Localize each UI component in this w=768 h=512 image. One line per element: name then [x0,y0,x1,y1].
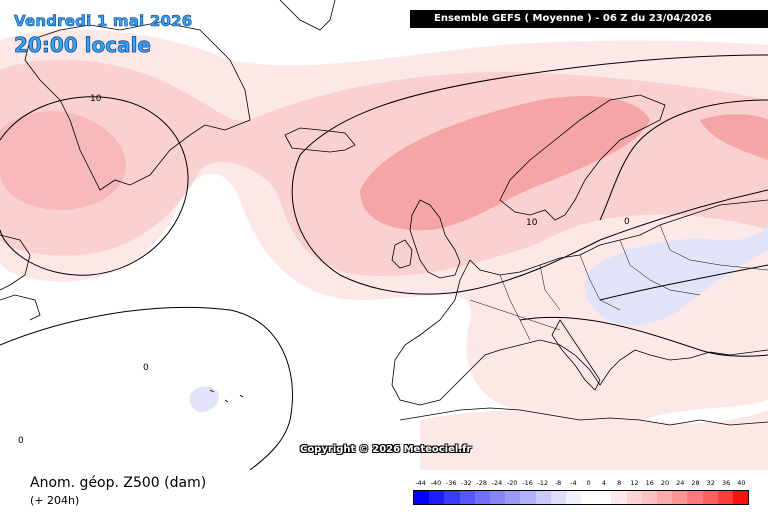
scale-swatch [732,491,749,504]
scale-tick: 8 [617,479,622,487]
scale-swatch [717,491,733,504]
scale-tick: -32 [461,479,472,487]
scale-swatch [687,491,703,504]
model-run-header: Ensemble GEFS ( Moyenne ) - 06 Z du 23/0… [410,10,768,28]
negative-anomaly-shading [189,225,768,413]
scale-tick: 24 [676,479,685,487]
copyright-text: Copyright © 2026 Meteociel.fr [300,444,472,455]
scale-swatch [550,491,566,504]
contour-lines [0,54,768,470]
scale-tick: 4 [601,479,606,487]
scale-swatch [657,491,673,504]
scale-tick: -44 [415,479,426,487]
scale-tick: 28 [691,479,700,487]
lead-time-label: (+ 204h) [30,494,80,507]
scale-tick: -12 [537,479,549,487]
scale-swatch [474,491,490,504]
scale-tick: -4 [570,479,577,487]
scale-tick: -40 [430,479,442,487]
scale-swatch [611,491,627,504]
scale-swatch [641,491,657,504]
scale-tick: 36 [721,479,731,487]
anomaly-map: 10 10 0 0 0 [0,0,768,470]
scale-tick: -8 [554,479,562,487]
contour-label: 0 [624,217,630,227]
scale-swatch [429,491,445,504]
scale-tick: -28 [476,479,488,487]
contour-label: 10 [526,218,538,228]
color-scale-bar [413,490,749,505]
scale-swatch [444,491,460,504]
variable-label: Anom. géop. Z500 (dam) [30,475,207,491]
positive-anomaly-shading [0,29,768,470]
legend-panel: Anom. géop. Z500 (dam) (+ 204h) -44 -40 -3… [0,470,768,512]
scale-tick: 20 [660,479,670,487]
scale-tick-labels: -44 -40 -36 -32 -28 -24 -20 -16 -12 -8 -4 0 4 8 12 16 20… [413,479,749,489]
contour-label: 0 [143,363,149,373]
scale-swatch [672,491,688,504]
scale-tick: -36 [445,479,457,487]
scale-tick: -24 [491,479,503,487]
scale-tick: 0 [586,479,591,487]
scale-swatch [414,491,430,504]
scale-tick: -16 [522,479,533,487]
scale-swatch [565,491,582,504]
scale-tick: 32 [706,479,715,487]
scale-swatch [505,491,521,504]
contour-label: 10 [90,94,102,104]
contour-labels: 10 10 0 0 0 [18,94,630,446]
scale-swatch [596,491,612,504]
scale-swatch [626,491,642,504]
scale-tick: 40 [737,479,746,487]
scale-swatch [581,491,597,504]
forecast-date: Vendredi 1 mai 2026 [14,12,193,31]
scale-tick: 16 [645,479,654,487]
scale-tick: 12 [630,479,639,487]
coastlines [0,0,768,426]
scale-tick: -20 [506,479,518,487]
contour-label: 0 [18,436,24,446]
scale-swatch [702,491,718,504]
scale-swatch [520,491,536,504]
scale-swatch [489,491,506,504]
scale-swatch [459,491,475,504]
forecast-time: 20:00 locale [14,33,152,58]
scale-swatch [535,491,551,504]
